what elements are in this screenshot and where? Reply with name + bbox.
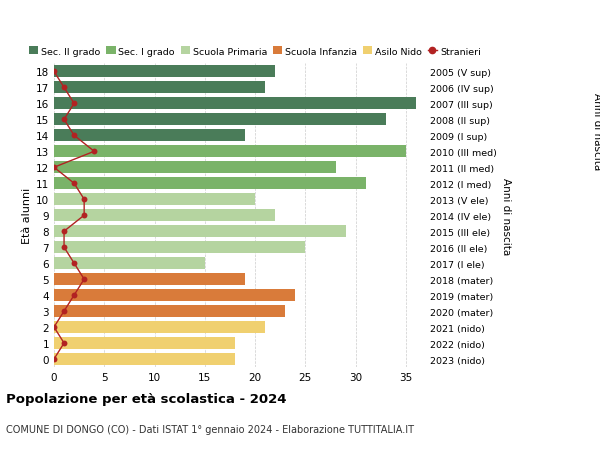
Bar (54, 178, 365, 190)
Point (89, 148, 99, 156)
Point (70, 132, 79, 140)
Point (79, 212, 89, 219)
Point (49, 68, 59, 76)
Point (59, 308, 69, 315)
Text: Popolazione per età scolastica - 2024: Popolazione per età scolastica - 2024 (6, 392, 287, 405)
Bar (54, 130, 245, 142)
Bar (54, 353, 235, 365)
Point (49, 324, 59, 331)
Point (79, 276, 89, 283)
Bar (54, 337, 235, 349)
Bar (54, 290, 295, 302)
Point (49, 164, 59, 172)
Bar (54, 226, 346, 238)
Y-axis label: Anni di nascita: Anni di nascita (501, 177, 511, 254)
Y-axis label: Età alunni: Età alunni (22, 188, 32, 244)
Bar (54, 210, 275, 222)
Bar (54, 194, 255, 206)
Point (59, 340, 69, 347)
Bar (54, 274, 245, 285)
Point (79, 196, 89, 203)
Bar (54, 146, 406, 158)
Point (59, 228, 69, 235)
Bar (54, 305, 285, 317)
Bar (54, 257, 205, 269)
Point (70, 292, 79, 299)
Bar (54, 66, 275, 78)
Text: COMUNE DI DONGO (CO) - Dati ISTAT 1° gennaio 2024 - Elaborazione TUTTITALIA.IT: COMUNE DI DONGO (CO) - Dati ISTAT 1° gen… (6, 425, 414, 435)
Bar (54, 321, 265, 333)
Bar (54, 241, 305, 253)
Point (49, 356, 59, 363)
Point (70, 101, 79, 108)
Legend: Sec. II grado, Sec. I grado, Scuola Primaria, Scuola Infanzia, Asilo Nido, Stran: Sec. II grado, Sec. I grado, Scuola Prim… (29, 47, 481, 56)
Bar (54, 114, 386, 126)
Point (59, 84, 69, 92)
Point (70, 180, 79, 188)
Bar (54, 98, 416, 110)
Text: Anni di nascita: Anni di nascita (592, 93, 600, 170)
Bar (54, 162, 335, 174)
Point (59, 117, 69, 124)
Point (59, 244, 69, 251)
Point (70, 260, 79, 267)
Bar (54, 82, 265, 94)
